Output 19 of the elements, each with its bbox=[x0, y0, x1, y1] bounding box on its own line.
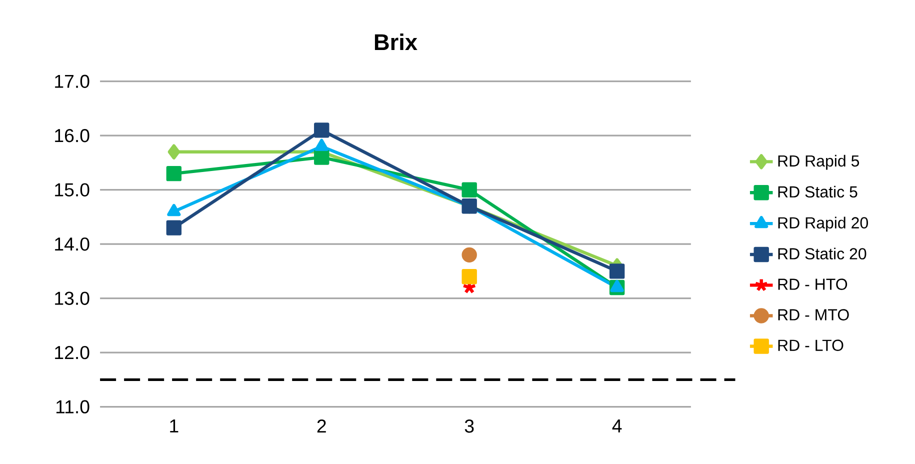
legend-label: RD - LTO bbox=[778, 340, 844, 351]
chart-title: Brix bbox=[374, 33, 418, 50]
x-tick-label: 4 bbox=[612, 419, 622, 432]
legend-label: RD - HTO bbox=[778, 278, 848, 290]
y-tick-label: 14.0 bbox=[55, 237, 90, 251]
legend-label: RD Static 20 bbox=[778, 248, 866, 260]
y-tick-label: 17.0 bbox=[55, 74, 90, 88]
x-tick-label: 3 bbox=[464, 419, 474, 433]
y-tick-label: 12.0 bbox=[55, 346, 90, 360]
y-tick-label: 15.0 bbox=[55, 183, 90, 196]
y-tick-label: 16.0 bbox=[55, 128, 90, 142]
x-tick-label: 2 bbox=[317, 419, 326, 432]
legend-label: RD Static 5 bbox=[778, 186, 858, 198]
legend-label: RD - MTO bbox=[778, 309, 849, 320]
x-tick-label: 1 bbox=[170, 419, 178, 432]
y-tick-label: 13.0 bbox=[55, 292, 90, 305]
y-tick-label: 11.0 bbox=[56, 400, 90, 414]
legend-label: RD Rapid 5 bbox=[778, 154, 860, 170]
legend-label: RD Rapid 20 bbox=[778, 216, 868, 232]
